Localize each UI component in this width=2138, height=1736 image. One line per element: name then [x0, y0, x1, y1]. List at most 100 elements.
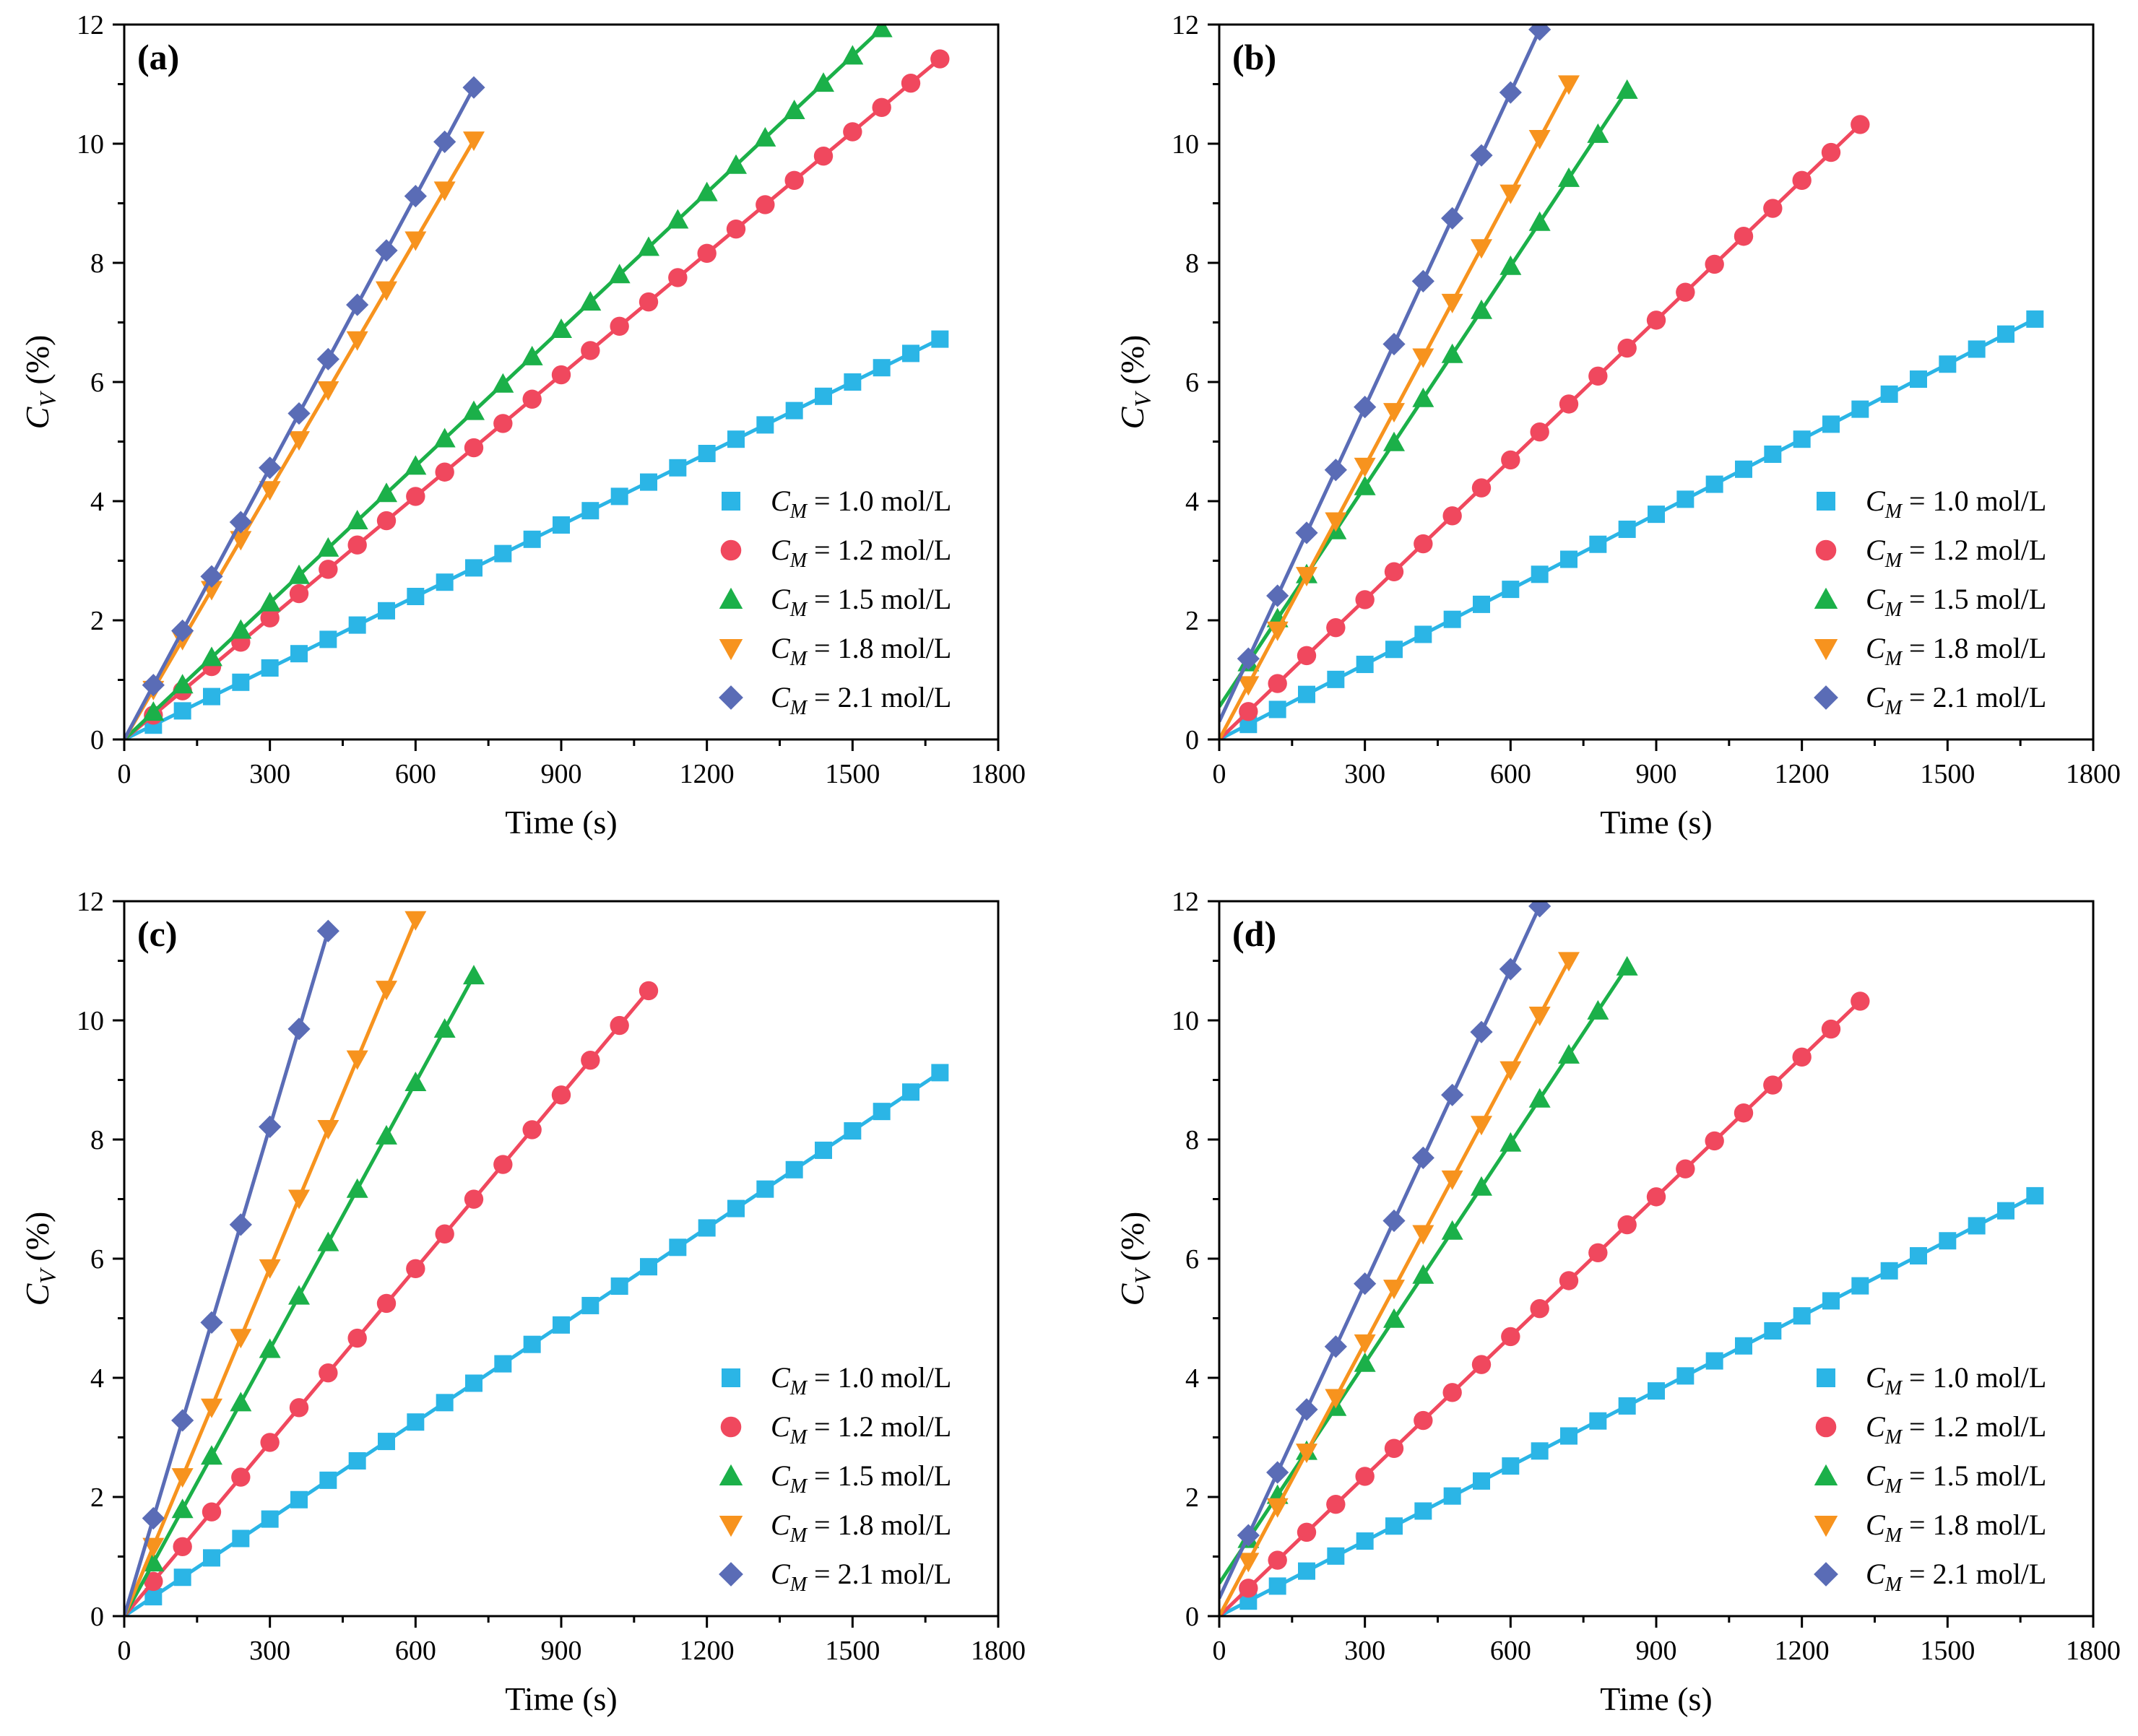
data-point: [1473, 1472, 1490, 1490]
data-point: [1471, 1116, 1492, 1136]
y-tick-label: 10: [1172, 1006, 1199, 1036]
data-point: [171, 1468, 194, 1488]
legend: CM = 1.0 mol/L CM = 1.2 mol/L CM = 1.5 mol…: [719, 485, 951, 719]
data-point: [1793, 430, 1811, 448]
x-tick-label: 0: [1213, 1636, 1226, 1666]
data-point: [319, 1471, 337, 1489]
chart-panel-2: 0 300 600 900 1200 1500 1800 0 2 4 6 8 10 12 Time (s) C…: [1114, 10, 2121, 841]
data-point: [173, 702, 191, 720]
data-point: [1326, 1494, 1346, 1514]
data-point: [259, 591, 281, 612]
data-point: [1354, 1352, 1376, 1372]
data-point: [813, 72, 834, 92]
data-point: [1382, 332, 1406, 356]
y-tick-label: 8: [90, 248, 104, 279]
data-point: [783, 100, 805, 120]
data-point: [289, 583, 309, 604]
data-point: [317, 1120, 339, 1140]
y-tick-label: 4: [90, 1363, 104, 1394]
data-point: [1324, 459, 1347, 482]
data-point: [1384, 1438, 1404, 1458]
data-point: [347, 1328, 367, 1348]
data-point: [288, 1189, 310, 1210]
y-tick-label: 0: [1185, 725, 1199, 755]
data-point: [1997, 1202, 2014, 1220]
data-point: [1297, 646, 1317, 666]
data-point: [406, 487, 425, 506]
data-point: [1559, 394, 1579, 414]
x-tick-label: 1800: [971, 759, 1026, 789]
series-1-0-mol-l: [1219, 310, 2044, 739]
data-point: [1325, 1389, 1347, 1409]
data-point: [553, 1316, 570, 1334]
data-point: [376, 511, 397, 531]
data-point: [1968, 340, 1986, 358]
data-point: [756, 416, 774, 434]
data-point: [1763, 1075, 1783, 1095]
data-point: [1646, 311, 1666, 330]
data-point: [1822, 1292, 1840, 1310]
data-point: [1414, 1410, 1433, 1431]
data-point: [142, 674, 165, 697]
data-point: [669, 459, 687, 477]
data-point: [171, 1498, 194, 1519]
legend-marker: [1814, 639, 1838, 661]
data-point: [844, 1122, 862, 1140]
fit-line: [124, 930, 330, 1616]
x-tick-label: 600: [1490, 1636, 1531, 1666]
x-tick-label: 900: [1636, 759, 1677, 789]
data-point: [433, 130, 456, 153]
data-point: [551, 1085, 571, 1105]
data-point: [756, 1180, 774, 1198]
x-tick-label: 300: [249, 1636, 290, 1666]
data-point: [260, 1433, 280, 1452]
data-point: [581, 1296, 600, 1314]
data-point: [1266, 584, 1289, 607]
data-point: [1441, 1170, 1463, 1190]
data-point: [553, 516, 570, 534]
data-point: [1821, 1019, 1841, 1039]
panel-label: (c): [137, 913, 178, 954]
data-point: [1763, 199, 1783, 218]
data-point: [873, 1103, 891, 1121]
data-point: [1354, 457, 1376, 477]
series-1-5-mol-l: [1219, 955, 1638, 1585]
data-point: [200, 565, 223, 588]
data-point: [1851, 115, 1870, 134]
data-point: [1648, 505, 1665, 524]
data-point: [1558, 1043, 1580, 1064]
data-point: [1441, 1083, 1464, 1106]
data-point: [610, 316, 629, 336]
data-point: [259, 1115, 282, 1138]
data-point: [201, 1445, 222, 1465]
data-point: [1297, 1522, 1317, 1542]
data-point: [1502, 581, 1520, 599]
data-point: [404, 231, 427, 251]
panel-label: (d): [1232, 913, 1276, 954]
legend-label: CM = 1.8 mol/L: [1866, 1509, 2046, 1547]
legend-item: CM = 1.5 mol/L: [719, 583, 951, 621]
legend-label: CM = 1.0 mol/L: [1866, 1361, 2046, 1399]
data-point: [493, 414, 513, 433]
x-tick-label: 1800: [971, 1636, 1026, 1666]
x-tick-label: 900: [541, 759, 582, 789]
series-1-2-mol-l: [1219, 991, 1870, 1616]
chart-panel-1: 0 300 600 900 1200 1500 1800 0 2 4 6 8 10 12 Time (s) C…: [19, 10, 1026, 841]
data-point: [494, 544, 512, 563]
series-1-0-mol-l: [124, 1064, 949, 1616]
data-point: [1239, 702, 1258, 721]
data-point: [1617, 338, 1637, 358]
legend-label: CM = 1.8 mol/L: [771, 1509, 951, 1547]
legend-item: CM = 1.8 mol/L: [1814, 632, 2046, 670]
y-tick-label: 6: [90, 1244, 104, 1275]
data-point: [1880, 1262, 1898, 1280]
x-tick-label: 0: [1213, 759, 1226, 789]
data-point: [1735, 1337, 1752, 1355]
data-point: [203, 1549, 220, 1567]
y-tick-label: 0: [1185, 1602, 1199, 1632]
data-point: [1356, 1532, 1374, 1550]
data-point: [436, 573, 454, 591]
data-point: [433, 1018, 456, 1038]
y-tick-label: 12: [1172, 10, 1199, 40]
